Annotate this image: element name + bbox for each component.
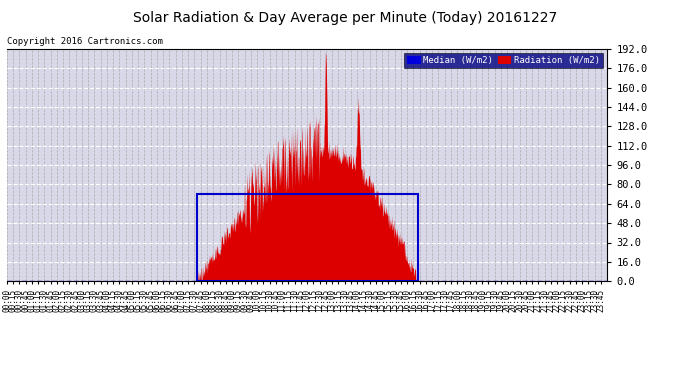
Text: Copyright 2016 Cartronics.com: Copyright 2016 Cartronics.com — [7, 38, 163, 46]
Legend: Median (W/m2), Radiation (W/m2): Median (W/m2), Radiation (W/m2) — [404, 53, 602, 68]
Bar — [197, 194, 417, 281]
Text: Solar Radiation & Day Average per Minute (Today) 20161227: Solar Radiation & Day Average per Minute… — [133, 11, 557, 25]
